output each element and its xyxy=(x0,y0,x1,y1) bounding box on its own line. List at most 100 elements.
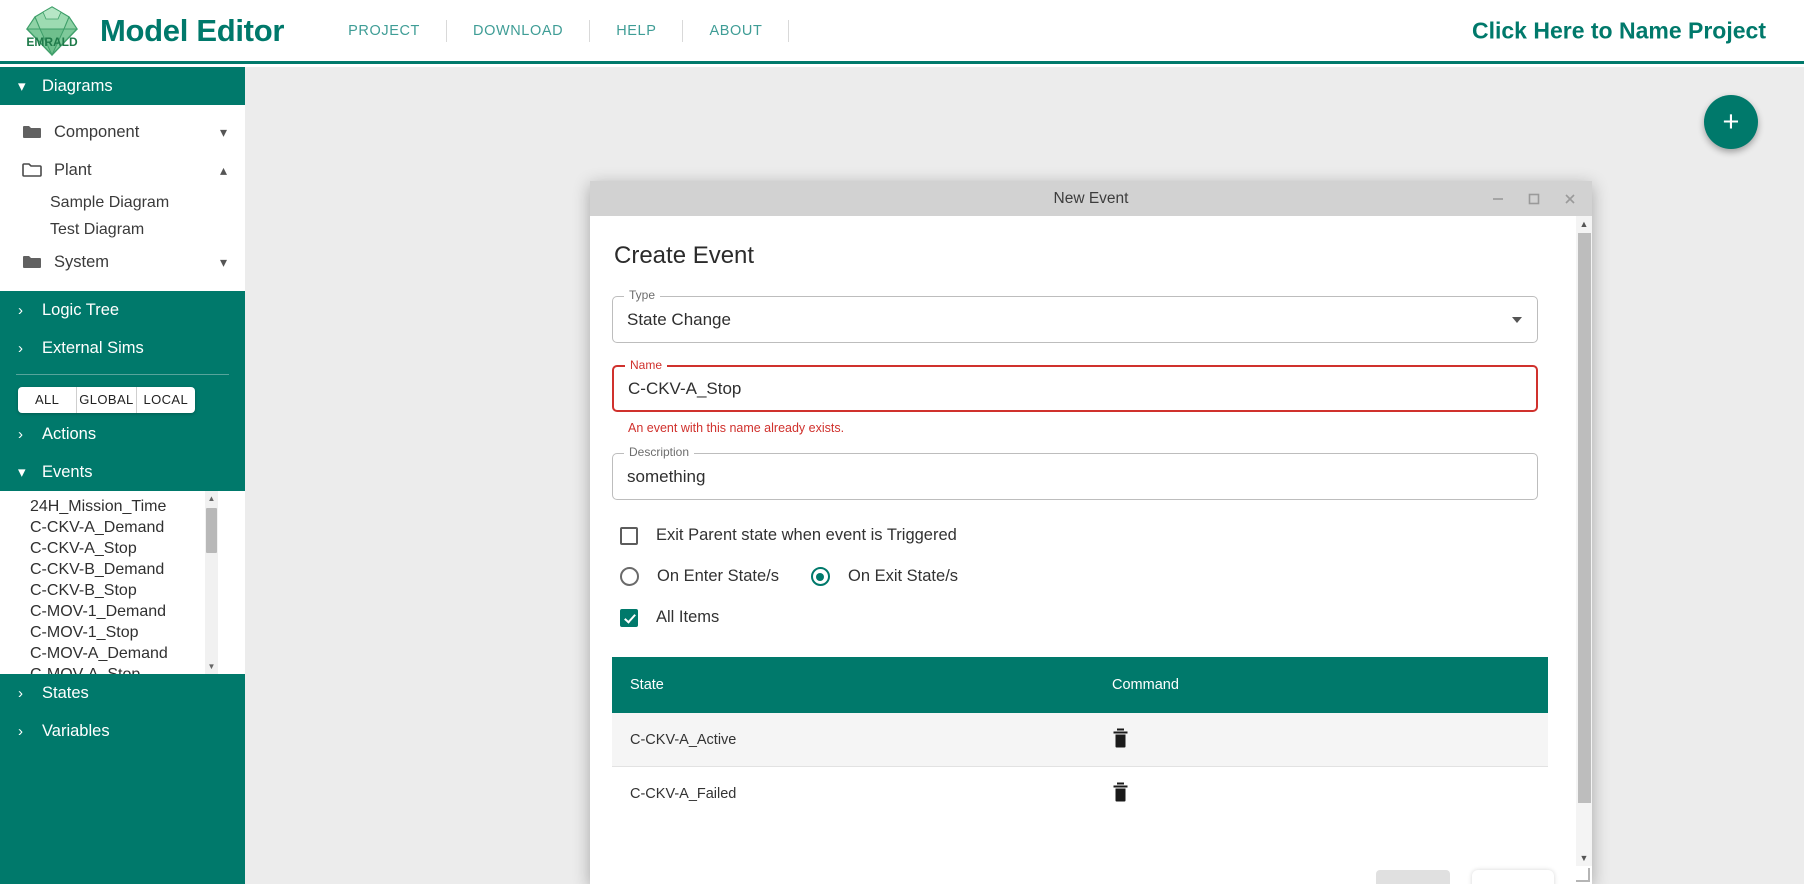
name-error-message: An event with this name already exists. xyxy=(628,421,845,435)
dialog-resize-handle[interactable] xyxy=(1576,868,1590,882)
event-item[interactable]: C-CKV-A_Stop xyxy=(30,539,137,557)
filter-button-all[interactable]: ALL xyxy=(18,387,78,413)
scroll-down-arrow-icon[interactable]: ▼ xyxy=(1579,853,1589,863)
event-item[interactable]: C-MOV-1_Stop xyxy=(30,623,139,641)
secondary-action-button[interactable] xyxy=(1376,870,1450,884)
maximize-icon[interactable] xyxy=(1526,191,1542,207)
column-header-command: Command xyxy=(1112,677,1179,693)
state-command-table: State Command C-CKV-A_Active xyxy=(612,657,1548,821)
emrald-logo: EMRALD xyxy=(16,2,88,60)
scroll-up-arrow-icon[interactable]: ▲ xyxy=(207,494,216,503)
all-items-checkbox[interactable] xyxy=(620,608,638,627)
chevron-right-icon: › xyxy=(18,722,23,740)
sidebar-section-external-sims[interactable]: › External Sims xyxy=(0,329,245,367)
nav-link-download[interactable]: DOWNLOAD xyxy=(447,19,591,42)
app-title: Model Editor xyxy=(100,12,285,48)
event-item[interactable]: C-CKV-A_Demand xyxy=(30,518,165,536)
table-cell-state: C-CKV-A_Failed xyxy=(630,786,737,802)
emrald-logo-text: EMRALD xyxy=(26,35,78,49)
table-row[interactable]: C-CKV-A_Active xyxy=(612,713,1548,767)
nav-link-about[interactable]: ABOUT xyxy=(683,19,790,42)
name-input[interactable]: Name C-CKV-A_Stop xyxy=(612,359,1538,412)
sidebar-section-actions-label: Actions xyxy=(42,424,97,443)
primary-action-button[interactable] xyxy=(1472,870,1554,884)
trash-icon[interactable] xyxy=(1112,728,1129,752)
sidebar-section-external-sims-label: External Sims xyxy=(42,338,144,357)
on-enter-states-label: On Enter State/s xyxy=(657,567,779,585)
dialog-content: Create Event Type State Change Name C-CK… xyxy=(590,216,1560,884)
chevron-down-icon: ▾ xyxy=(18,464,26,481)
chevron-up-icon[interactable]: ▴ xyxy=(219,161,227,178)
scroll-up-arrow-icon[interactable]: ▲ xyxy=(1579,219,1589,229)
event-item[interactable]: C-MOV-A_Stop xyxy=(30,665,141,675)
diagram-item-test-diagram[interactable]: Test Diagram xyxy=(50,220,145,238)
chevron-right-icon: › xyxy=(18,684,23,702)
folder-open-icon xyxy=(22,163,42,177)
exit-parent-checkbox[interactable] xyxy=(620,526,638,545)
all-items-checkbox-row[interactable]: All Items xyxy=(620,608,1538,627)
sidebar-section-variables[interactable]: › Variables xyxy=(0,712,245,750)
table-cell-state: C-CKV-A_Active xyxy=(630,731,737,748)
sidebar-section-variables-label: Variables xyxy=(42,721,110,740)
exit-parent-checkbox-row[interactable]: Exit Parent state when event is Triggere… xyxy=(620,526,1538,545)
type-select-value: State Change xyxy=(627,309,731,329)
name-field-legend: Name xyxy=(625,359,668,371)
diagrams-tree-panel: Component ▾ Plant ▴ Sample Diagram Test … xyxy=(0,105,245,291)
new-event-dialog: New Event Create Event xyxy=(590,181,1592,884)
sidebar-section-events[interactable]: ▾ Events xyxy=(0,453,245,491)
events-list: 24H_Mission_Time C-CKV-A_Demand C-CKV-A_… xyxy=(0,491,245,674)
sidebar-section-diagrams[interactable]: ▾ Diagrams xyxy=(0,67,245,105)
filter-button-local[interactable]: LOCAL xyxy=(136,387,195,413)
event-item[interactable]: C-CKV-B_Stop xyxy=(30,581,137,599)
folder-component-label: Component xyxy=(54,122,140,141)
chevron-down-icon[interactable]: ▾ xyxy=(219,253,227,270)
on-enter-states-radio[interactable] xyxy=(620,567,639,586)
dialog-scrollbar[interactable]: ▲ ▼ xyxy=(1576,216,1592,866)
description-field-legend: Description xyxy=(624,446,695,458)
close-icon[interactable] xyxy=(1562,191,1578,207)
exit-parent-checkbox-label: Exit Parent state when event is Triggere… xyxy=(656,526,957,544)
events-scrollbar-thumb[interactable] xyxy=(206,508,217,553)
left-sidebar: ▾ Diagrams Component ▾ Plant ▴ Sample Di… xyxy=(0,67,245,884)
folder-plant-label: Plant xyxy=(54,160,92,179)
table-cell-command xyxy=(1112,782,1272,806)
sidebar-section-states[interactable]: › States xyxy=(0,674,245,712)
events-scrollbar[interactable]: ▲ ▼ xyxy=(205,491,218,674)
scroll-down-arrow-icon[interactable]: ▼ xyxy=(207,662,216,671)
folder-system[interactable]: System ▾ xyxy=(0,243,245,281)
window-controls xyxy=(1490,191,1578,207)
sidebar-divider xyxy=(16,374,229,375)
dialog-titlebar[interactable]: New Event xyxy=(590,181,1592,216)
diagram-item-sample-diagram[interactable]: Sample Diagram xyxy=(50,193,170,211)
nav-link-help[interactable]: HELP xyxy=(590,19,684,42)
diagram-canvas[interactable]: + New Event Crea xyxy=(245,67,1804,884)
on-exit-states-label: On Exit State/s xyxy=(847,567,959,585)
table-header-row: State Command xyxy=(612,657,1548,713)
name-project-button[interactable]: Click Here to Name Project xyxy=(1471,17,1766,43)
sidebar-section-logic-tree[interactable]: › Logic Tree xyxy=(0,291,245,329)
chevron-down-icon[interactable]: ▾ xyxy=(219,123,227,140)
event-item[interactable]: C-MOV-A_Demand xyxy=(30,644,168,662)
dialog-title: New Event xyxy=(1053,189,1129,207)
top-header-bar: EMRALD Model Editor PROJECT DOWNLOAD HEL… xyxy=(0,0,1804,64)
folder-component[interactable]: Component ▾ xyxy=(0,113,245,151)
event-item[interactable]: 24H_Mission_Time xyxy=(30,497,167,515)
sidebar-section-actions[interactable]: › Actions xyxy=(0,415,245,453)
table-row[interactable]: C-CKV-A_Failed xyxy=(612,767,1548,821)
chevron-down-icon[interactable] xyxy=(1512,316,1522,323)
minimize-icon[interactable] xyxy=(1490,191,1506,207)
description-input[interactable]: Description something xyxy=(612,446,1538,500)
page-title: Create Event xyxy=(614,242,755,269)
type-select[interactable]: Type State Change xyxy=(612,289,1538,343)
on-exit-states-radio[interactable] xyxy=(810,567,830,586)
event-item[interactable]: C-CKV-B_Demand xyxy=(30,560,165,578)
event-item[interactable]: C-MOV-1_Demand xyxy=(30,602,167,620)
trash-icon[interactable] xyxy=(1112,782,1129,806)
dialog-body: Create Event Type State Change Name C-CK… xyxy=(590,216,1592,884)
filter-button-global[interactable]: GLOBAL xyxy=(77,387,137,413)
nav-link-project[interactable]: PROJECT xyxy=(328,19,447,42)
folder-plant[interactable]: Plant ▴ xyxy=(0,151,245,189)
dialog-scrollbar-thumb[interactable] xyxy=(1578,233,1591,803)
description-input-value: something xyxy=(627,466,706,486)
add-fab-button[interactable]: + xyxy=(1704,95,1758,149)
